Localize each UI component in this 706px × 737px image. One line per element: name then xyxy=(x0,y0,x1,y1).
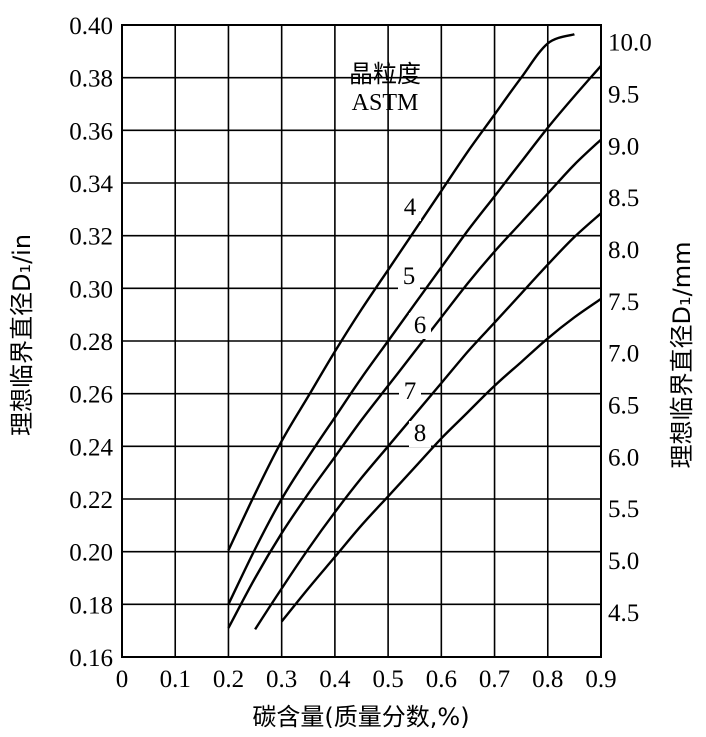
curve-grain-size-8 xyxy=(280,297,602,623)
curves-group xyxy=(227,33,602,631)
y-tick-label-left: 0.24 xyxy=(69,434,113,461)
y-tick-label-left: 0.34 xyxy=(69,171,113,198)
y-tick-label-right: 4.5 xyxy=(608,600,639,627)
curve-grain-size-6 xyxy=(227,138,602,629)
y-tick-label-left: 0.40 xyxy=(69,13,113,40)
y-axis-label-right: 理想临界直径D₁/mm xyxy=(668,242,696,469)
y-tick-label-left: 0.30 xyxy=(69,276,113,303)
tick-labels-group: 0 0.1 0.2 0.3 0.4 0.5 0.6 0.7 0.8 0.9 0.16 0.18 0.20… xyxy=(69,13,652,693)
y-tick-label-right: 5.0 xyxy=(608,548,639,575)
plot-frame xyxy=(121,24,602,658)
x-tick-label: 0 xyxy=(116,666,129,693)
y-tick-label-right: 9.0 xyxy=(608,133,639,160)
y-tick-label-left: 0.20 xyxy=(69,540,113,567)
y-tick-label-right: 6.5 xyxy=(608,392,639,419)
legend-title-line2: ASTM xyxy=(352,90,419,116)
grid-lines xyxy=(122,25,601,657)
y-tick-label-right: 10.0 xyxy=(608,30,652,57)
y-tick-label-left: 0.36 xyxy=(69,118,113,145)
curve-label-5: 5 xyxy=(403,263,416,290)
x-tick-label: 0.8 xyxy=(532,666,563,693)
x-tick-label: 0.3 xyxy=(266,666,297,693)
x-tick-label: 0.5 xyxy=(372,666,403,693)
y-tick-label-right: 7.5 xyxy=(608,289,639,316)
x-tick-label: 0.4 xyxy=(319,666,351,693)
curve-label-bg xyxy=(398,264,420,290)
curve-label-7: 7 xyxy=(404,378,417,405)
curve-label-4: 4 xyxy=(404,194,417,221)
y-tick-label-right: 7.0 xyxy=(608,341,639,368)
curve-label-bg xyxy=(399,379,421,405)
y-tick-label-left: 0.26 xyxy=(69,382,113,409)
x-axis-label: 碳含量(质量分数,%) xyxy=(252,703,469,731)
y-tick-label-left: 0.28 xyxy=(69,329,113,356)
y-tick-label-right: 5.5 xyxy=(608,496,639,523)
x-tick-label: 0.7 xyxy=(479,666,510,693)
legend-title-line1: 晶粒度 xyxy=(349,60,421,88)
y-tick-label-left: 0.18 xyxy=(69,592,113,619)
y-tick-label-left: 0.32 xyxy=(69,224,113,251)
y-tick-label-right: 9.5 xyxy=(608,81,639,108)
x-tick-label: 0.6 xyxy=(426,666,457,693)
curve-label-bg xyxy=(409,313,431,339)
x-tick-label: 0.1 xyxy=(160,666,191,693)
y-tick-label-right: 8.5 xyxy=(608,185,639,212)
curve-label-8: 8 xyxy=(414,420,427,447)
y-tick-label-left: 0.38 xyxy=(69,66,113,93)
curve-grain-size-7 xyxy=(254,212,602,631)
curve-grain-size-4 xyxy=(227,33,575,551)
curve-label-bg xyxy=(409,421,431,447)
curve-labels-group: 4 5 6 7 8 xyxy=(398,194,431,447)
x-tick-label: 0.9 xyxy=(585,666,616,693)
curve-label-6: 6 xyxy=(414,312,427,339)
y-tick-label-left: 0.16 xyxy=(69,645,113,672)
curve-label-bg xyxy=(399,195,421,221)
y-tick-label-right: 6.0 xyxy=(608,444,639,471)
curve-grain-size-5 xyxy=(227,65,602,605)
y-axis-label-left: 理想临界直径D₁/in xyxy=(8,234,36,436)
y-tick-label-left: 0.22 xyxy=(69,487,113,514)
y-tick-label-right: 8.0 xyxy=(608,237,639,264)
x-tick-label: 0.2 xyxy=(213,666,244,693)
